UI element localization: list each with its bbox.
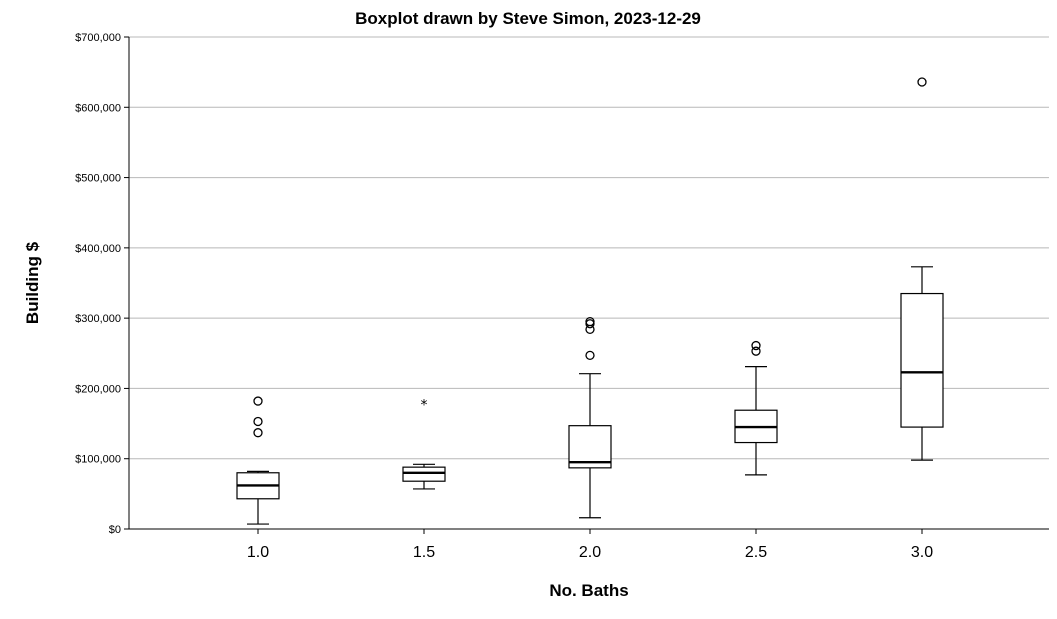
box-group-2-5 <box>734 340 778 476</box>
iqr-box <box>900 292 944 428</box>
y-axis-ticks: $0 $100,000 $200,000 $300,000 $400,000 $500,0… <box>75 32 129 536</box>
box-group-1-5: * <box>402 397 446 490</box>
x-axis-ticks: 1.0 1.5 2.0 2.5 3.0 <box>247 529 933 561</box>
outlier-point <box>751 346 761 356</box>
x-tick-label: 1.0 <box>247 544 269 561</box>
y-tick-label: $600,000 <box>75 102 121 114</box>
iqr-box <box>568 425 612 469</box>
y-tick-label: $0 <box>109 524 121 536</box>
box-group-3-0 <box>900 77 944 461</box>
chart-title: Boxplot drawn by Steve Simon, 2023-12-29 <box>355 9 701 28</box>
outlier-point <box>917 77 927 87</box>
box-layer: * <box>236 77 944 525</box>
x-tick-label: 2.5 <box>745 544 767 561</box>
x-tick-label: 1.5 <box>413 544 435 561</box>
outlier-point <box>585 317 595 327</box>
x-axis-title: No. Baths <box>549 581 628 600</box>
y-tick-label: $400,000 <box>75 243 121 255</box>
y-tick-label: $700,000 <box>75 32 121 44</box>
x-tick-label: 2.0 <box>579 544 601 561</box>
outlier-point <box>253 396 263 406</box>
y-axis-title: Building $ <box>23 241 42 324</box>
x-tick-label: 3.0 <box>911 544 933 561</box>
outlier-point <box>253 428 263 438</box>
y-tick-label: $300,000 <box>75 313 121 325</box>
y-tick-label: $100,000 <box>75 454 121 466</box>
extreme-point: * <box>421 397 428 413</box>
box-group-1-0 <box>236 396 280 525</box>
box-group-2-0 <box>568 317 612 519</box>
outlier-point <box>585 350 595 361</box>
y-tick-label: $500,000 <box>75 173 121 185</box>
outlier-point <box>253 416 263 427</box>
y-tick-label: $200,000 <box>75 383 121 395</box>
iqr-box <box>402 466 446 482</box>
outlier-point <box>751 340 761 351</box>
